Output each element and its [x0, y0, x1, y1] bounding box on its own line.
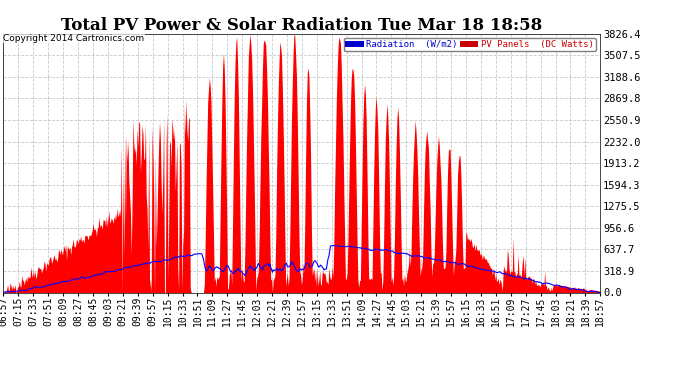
Title: Total PV Power & Solar Radiation Tue Mar 18 18:58: Total PV Power & Solar Radiation Tue Mar…: [61, 16, 542, 34]
Legend: Radiation  (W/m2), PV Panels  (DC Watts): Radiation (W/m2), PV Panels (DC Watts): [344, 38, 595, 51]
Text: Copyright 2014 Cartronics.com: Copyright 2014 Cartronics.com: [3, 34, 145, 43]
